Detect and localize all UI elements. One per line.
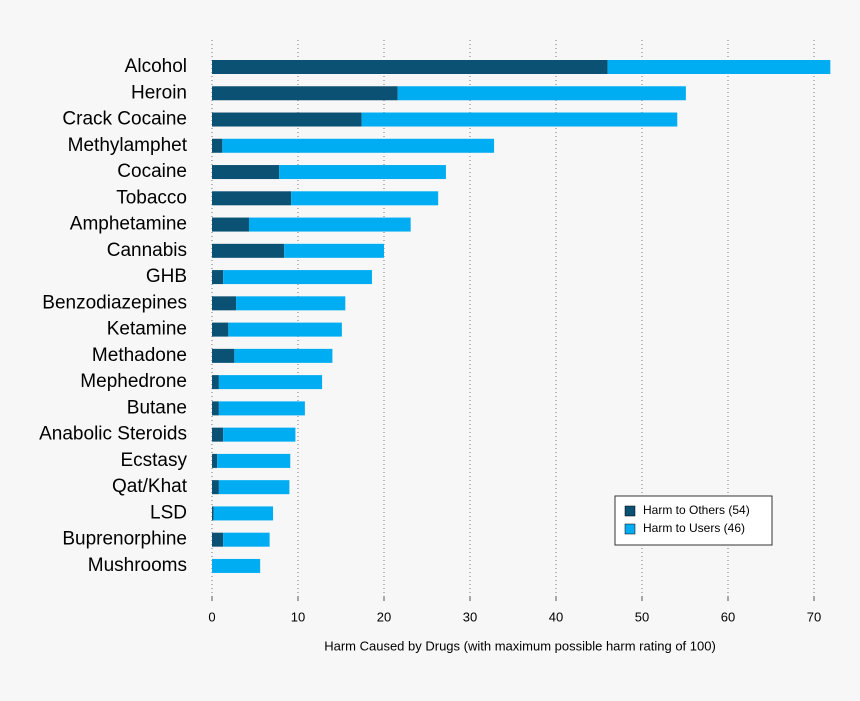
bar-segment: [212, 427, 224, 442]
y-tick-label: Mephedrone: [80, 371, 187, 392]
bar-segment: [212, 532, 224, 547]
y-tick-label: Amphetamine: [70, 214, 187, 235]
y-tick-label: Benzodiazepines: [42, 292, 187, 313]
bar-segment: [223, 427, 296, 442]
x-tick-label: 10: [291, 609, 305, 624]
y-tick-label: Ecstasy: [120, 450, 187, 471]
bar-segment: [212, 217, 249, 232]
y-tick-label: Ketamine: [107, 319, 187, 340]
x-axis-title: Harm Caused by Drugs (with maximum possi…: [324, 638, 716, 653]
bar-segment: [212, 60, 608, 74]
y-tick-label: Anabolic Steroids: [39, 424, 187, 445]
y-tick-label: Tobacco: [116, 187, 187, 208]
y-tick-label: Cocaine: [117, 161, 187, 182]
y-tick-label: Qat/Khat: [112, 476, 188, 497]
bar-segment: [212, 112, 362, 127]
bar-segment: [279, 165, 446, 180]
y-tick-label: Alcohol: [125, 56, 187, 77]
legend-label: Harm to Users (46): [643, 521, 745, 535]
bar-segment: [234, 348, 333, 363]
bar-segment: [217, 453, 291, 468]
bar-segment: [212, 401, 219, 416]
y-tick-label: Butane: [127, 397, 187, 418]
y-tick-label: Heroin: [131, 82, 187, 103]
bar-segment: [222, 138, 495, 153]
bar-segment: [212, 270, 224, 285]
bar-segment: [212, 296, 237, 311]
bar-segment: [212, 506, 214, 521]
bar-segment: [223, 532, 270, 547]
y-tick-label: Mushrooms: [88, 555, 187, 576]
legend-label: Harm to Others (54): [643, 503, 750, 517]
bar-segment: [212, 138, 223, 153]
bar-segment: [361, 112, 678, 127]
y-tick-label: LSD: [150, 502, 187, 523]
bar-segment: [212, 165, 280, 180]
x-tick-label: 0: [208, 609, 215, 624]
bar-segment: [213, 506, 274, 521]
x-tick-label: 20: [377, 609, 391, 624]
x-tick-label: 50: [635, 609, 649, 624]
y-tick-label: GHB: [146, 266, 187, 287]
legend-swatch: [624, 523, 636, 535]
bar-segment: [212, 558, 261, 573]
y-tick-label: Crack Cocaine: [62, 109, 187, 130]
x-tick-label: 70: [807, 609, 821, 624]
bar-segment: [212, 480, 219, 495]
bar-segment: [212, 86, 398, 101]
x-tick-label: 30: [463, 609, 477, 624]
y-tick-label: Cannabis: [107, 240, 187, 261]
bar-segment: [212, 375, 219, 390]
bar-segment: [212, 453, 218, 468]
y-tick-label: Methadone: [92, 345, 187, 366]
bar-segment: [218, 401, 305, 416]
bar-segment: [212, 243, 285, 258]
y-tick-label: Buprenorphine: [62, 529, 187, 550]
bar-segment: [291, 191, 439, 206]
bar-segment: [248, 217, 411, 232]
bar-segment: [284, 243, 384, 258]
bar-segment: [218, 375, 323, 390]
y-tick-label: Methylamphet: [68, 135, 188, 156]
bar-segment: [212, 348, 235, 363]
x-tick-label: 40: [549, 609, 563, 624]
x-tick-label: 60: [721, 609, 735, 624]
bar-segment: [397, 86, 686, 101]
bar-segment: [218, 480, 290, 495]
bar-segment: [212, 322, 229, 337]
bar-segment: [228, 322, 342, 337]
bar-segment: [607, 60, 831, 74]
legend-box: [614, 495, 773, 546]
bar-segment: [223, 270, 372, 285]
bar-segment: [212, 191, 292, 206]
bar-segment: [236, 296, 346, 311]
legend-swatch: [624, 505, 636, 517]
